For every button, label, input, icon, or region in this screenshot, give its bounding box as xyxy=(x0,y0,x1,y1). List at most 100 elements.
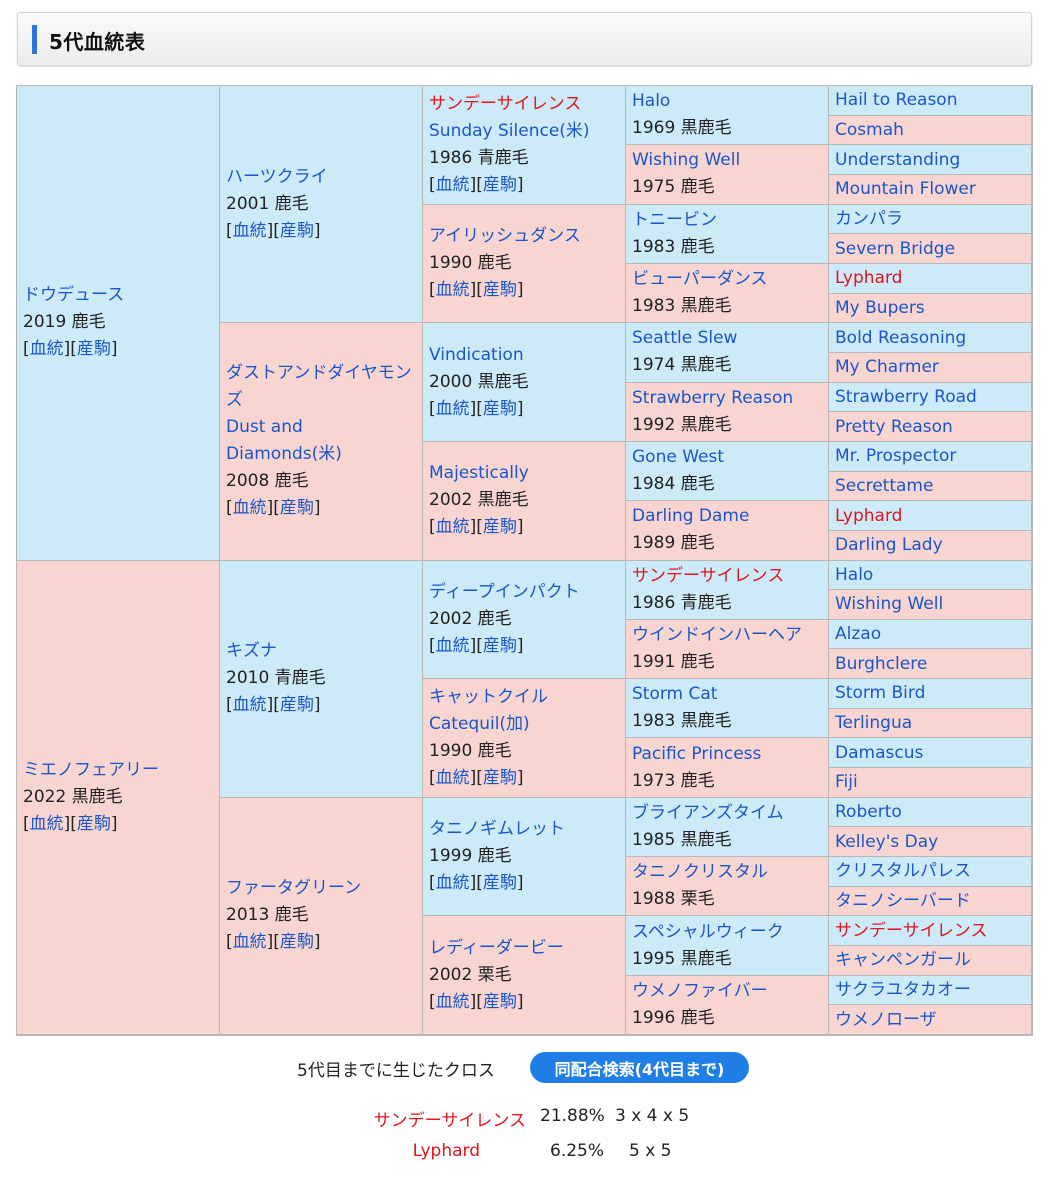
horse-name-link[interactable]: Strawberry Reason xyxy=(632,387,794,408)
horse-name-link[interactable]: Terlingua xyxy=(835,713,913,734)
horse-name-link[interactable]: キャットクイル xyxy=(429,686,548,707)
horse-name-link[interactable]: Lyphard xyxy=(835,268,903,289)
pedigree-link[interactable]: 血統 xyxy=(232,695,267,716)
horse-name-link[interactable]: Cosmah xyxy=(835,119,904,140)
offspring-link[interactable]: 産駒 xyxy=(482,873,517,894)
horse-name-link[interactable]: トニービン xyxy=(632,209,717,230)
pedigree-cell: カンパラ xyxy=(829,204,1032,235)
horse-name-link[interactable]: スペシャルウィーク xyxy=(632,921,784,942)
pedigree-link[interactable]: 血統 xyxy=(29,339,64,360)
horse-name-link[interactable]: Halo xyxy=(632,91,671,112)
horse-name-link[interactable]: Storm Cat xyxy=(632,684,718,705)
horse-name-link[interactable]: Bold Reasoning xyxy=(835,327,967,348)
horse-name-link[interactable]: Mountain Flower xyxy=(835,179,976,200)
horse-name-link[interactable]: Majestically xyxy=(429,463,529,484)
horse-name-link[interactable]: サンデーサイレンス xyxy=(835,920,988,941)
pedigree-link[interactable]: 血統 xyxy=(435,991,470,1012)
horse-name-link[interactable]: ウインドインハーヘア xyxy=(632,624,802,645)
horse-name-link[interactable]: ビューパーダンス xyxy=(632,269,768,290)
offspring-link[interactable]: 産駒 xyxy=(76,339,111,360)
offspring-link[interactable]: 産駒 xyxy=(482,635,517,656)
horse-name-link[interactable]: Understanding xyxy=(835,149,961,170)
horse-name-link[interactable]: Pretty Reason xyxy=(835,416,953,437)
pedigree-link[interactable]: 血統 xyxy=(435,174,470,195)
horse-name-link[interactable]: Gone West xyxy=(632,447,725,468)
pedigree-link[interactable]: 血統 xyxy=(232,498,267,519)
offspring-link[interactable]: 産駒 xyxy=(482,279,517,300)
horse-name-link[interactable]: タニノクリスタル xyxy=(632,862,768,883)
horse-name-link[interactable]: ダストアンドダイヤモンズ xyxy=(226,363,412,411)
horse-name-link[interactable]: Hail to Reason xyxy=(835,90,958,111)
horse-name-link[interactable]: ウメノファイバー xyxy=(632,980,768,1001)
horse-name-link[interactable]: ミエノフェアリー xyxy=(23,759,159,780)
pedigree-link[interactable]: 血統 xyxy=(232,220,267,241)
pedigree-link[interactable]: 血統 xyxy=(232,932,267,953)
pedigree-link[interactable]: 血統 xyxy=(435,279,470,300)
pedigree-link[interactable]: 血統 xyxy=(435,635,470,656)
horse-name-link[interactable]: Damascus xyxy=(835,742,924,763)
horse-name-link[interactable]: Burghclere xyxy=(835,653,928,674)
horse-name-link[interactable]: My Bupers xyxy=(835,297,925,318)
horse-name-link[interactable]: Halo xyxy=(835,564,874,585)
offspring-link[interactable]: 産駒 xyxy=(279,220,314,241)
same-mating-search-button[interactable]: 同配合検索(4代目まで) xyxy=(530,1052,749,1083)
horse-name-link[interactable]: カンパラ xyxy=(835,208,903,229)
horse-name-link[interactable]: ブライアンズタイム xyxy=(632,802,784,823)
offspring-link[interactable]: 産駒 xyxy=(279,932,314,953)
cross-horse-link[interactable]: Lyphard xyxy=(412,1141,480,1161)
horse-name-link[interactable]: キズナ xyxy=(226,641,277,662)
horse-name-link[interactable]: Darling Lady xyxy=(835,535,943,556)
horse-name-link[interactable]: クリスタルパレス xyxy=(835,861,971,882)
horse-name-link[interactable]: サンデーサイレンス xyxy=(429,93,582,114)
horse-name-link[interactable]: Darling Dame xyxy=(632,506,750,527)
offspring-link[interactable]: 産駒 xyxy=(482,517,517,538)
horse-name-link[interactable]: タニノシーバード xyxy=(835,891,971,912)
horse-name-link[interactable]: Strawberry Road xyxy=(835,386,977,407)
horse-name-link[interactable]: サクラユタカオー xyxy=(835,980,971,1001)
horse-name-link[interactable]: Mr. Prospector xyxy=(835,446,957,467)
pedigree-cell: Alzao xyxy=(829,619,1032,650)
offspring-link[interactable]: 産駒 xyxy=(482,767,517,788)
horse-alt-name-link[interactable]: Catequil(加) xyxy=(429,713,530,734)
horse-links: [血統][産駒] xyxy=(429,873,524,894)
horse-name-link[interactable]: ディープインパクト xyxy=(429,581,580,602)
horse-name-link[interactable]: レディーダービー xyxy=(429,937,564,958)
horse-alt-name-link[interactable]: Sunday Silence(米) xyxy=(429,120,590,141)
horse-name-link[interactable]: My Charmer xyxy=(835,357,939,378)
horse-name-link[interactable]: ウメノローザ xyxy=(835,1009,937,1030)
horse-year-color: 2019 鹿毛 xyxy=(23,312,106,333)
horse-name-link[interactable]: Secrettame xyxy=(835,475,934,496)
horse-name-link[interactable]: Pacific Princess xyxy=(632,743,762,764)
horse-name-link[interactable]: Wishing Well xyxy=(632,150,741,171)
offspring-link[interactable]: 産駒 xyxy=(482,174,517,195)
horse-name-link[interactable]: ハーツクライ xyxy=(226,166,328,187)
horse-name-link[interactable]: Roberto xyxy=(835,802,902,823)
horse-name-link[interactable]: Storm Bird xyxy=(835,683,926,704)
cross-horse-link[interactable]: サンデーサイレンス xyxy=(373,1111,526,1131)
horse-name-link[interactable]: キャンペンガール xyxy=(835,950,971,971)
horse-name-link[interactable]: Lyphard xyxy=(835,505,903,526)
offspring-link[interactable]: 産駒 xyxy=(482,991,517,1012)
pedigree-link[interactable]: 血統 xyxy=(435,517,470,538)
offspring-link[interactable]: 産駒 xyxy=(279,498,314,519)
horse-name-link[interactable]: アイリッシュダンス xyxy=(429,225,581,246)
horse-name-link[interactable]: Vindication xyxy=(429,344,524,365)
horse-name-link[interactable]: Wishing Well xyxy=(835,594,944,615)
horse-name-link[interactable]: タニノギムレット xyxy=(429,819,565,840)
offspring-link[interactable]: 産駒 xyxy=(76,813,111,834)
pedigree-link[interactable]: 血統 xyxy=(435,398,470,419)
horse-name-link[interactable]: Alzao xyxy=(835,624,882,645)
horse-name-link[interactable]: ファータグリーン xyxy=(226,878,362,899)
offspring-link[interactable]: 産駒 xyxy=(482,398,517,419)
horse-alt-name-link[interactable]: Dust and Diamonds(米) xyxy=(226,417,342,465)
horse-name-link[interactable]: サンデーサイレンス xyxy=(632,565,785,586)
pedigree-link[interactable]: 血統 xyxy=(29,813,64,834)
horse-name-link[interactable]: Fiji xyxy=(835,772,858,793)
horse-name-link[interactable]: Kelley's Day xyxy=(835,831,939,852)
offspring-link[interactable]: 産駒 xyxy=(279,695,314,716)
pedigree-link[interactable]: 血統 xyxy=(435,767,470,788)
horse-name-link[interactable]: ドウデュース xyxy=(23,285,125,306)
horse-name-link[interactable]: Seattle Slew xyxy=(632,328,738,349)
horse-name-link[interactable]: Severn Bridge xyxy=(835,238,956,259)
pedigree-link[interactable]: 血統 xyxy=(435,873,470,894)
